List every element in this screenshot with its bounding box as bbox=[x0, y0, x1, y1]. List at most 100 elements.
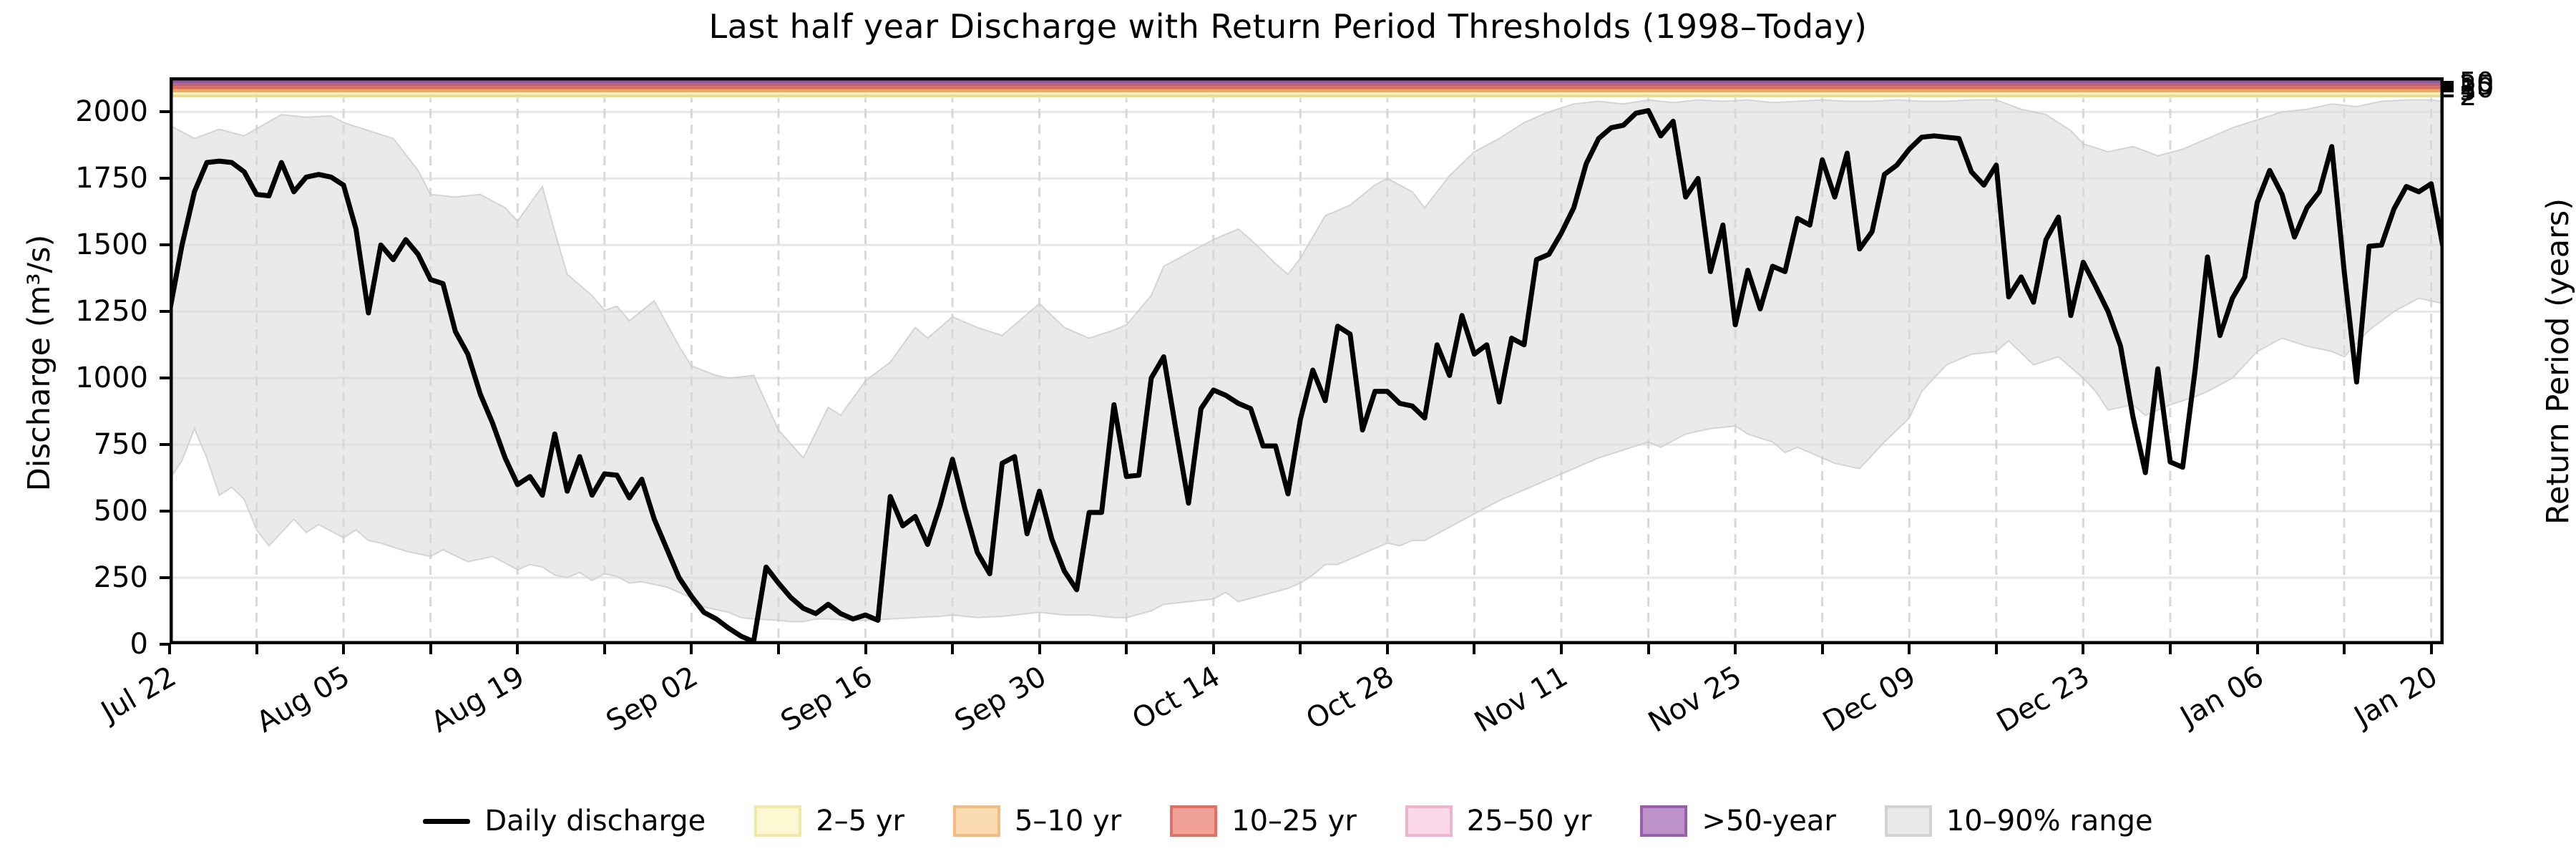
x-tick-mark bbox=[1560, 644, 1563, 654]
y-tick-label: 2000 bbox=[75, 95, 148, 129]
right-tick-mark bbox=[2444, 86, 2454, 89]
return-period-tick-label: 2 bbox=[2459, 80, 2477, 112]
threshold-band-25-50-yr bbox=[170, 82, 2444, 85]
y-tick-label: 750 bbox=[93, 428, 148, 462]
discharge-chart-svg bbox=[170, 77, 2444, 644]
x-tick-mark bbox=[342, 644, 346, 654]
x-tick-mark bbox=[776, 644, 780, 654]
page-title: Last half year Discharge with Return Per… bbox=[708, 7, 1868, 46]
legend-item-5-10yr: 5–10 yr bbox=[952, 805, 1122, 838]
y-tick-label: 1250 bbox=[75, 295, 148, 329]
x-tick-label: Sep 30 bbox=[949, 660, 1052, 739]
y-tick-mark bbox=[160, 643, 170, 646]
x-tick-mark bbox=[602, 644, 606, 654]
legend-item-gt50yr: >50-year bbox=[1640, 805, 1836, 838]
x-tick-label: Jul 22 bbox=[96, 660, 182, 729]
legend-label: Daily discharge bbox=[484, 805, 706, 838]
x-tick-mark bbox=[1646, 644, 1650, 654]
legend-label: 5–10 yr bbox=[1014, 805, 1122, 838]
right-tick-mark bbox=[2444, 94, 2454, 98]
plot-area bbox=[170, 77, 2444, 644]
x-tick-mark bbox=[1211, 644, 1215, 654]
legend-label: 25–50 yr bbox=[1466, 805, 1592, 838]
legend-label: 10–25 yr bbox=[1231, 805, 1357, 838]
x-tick-label: Oct 14 bbox=[1126, 660, 1226, 737]
x-tick-label: Jan 20 bbox=[2349, 660, 2444, 734]
x-tick-label: Aug 19 bbox=[425, 660, 530, 739]
legend: Daily discharge 2–5 yr 5–10 yr 10–25 yr … bbox=[0, 796, 2576, 846]
y-tick-label: 1500 bbox=[75, 228, 148, 262]
x-tick-mark bbox=[2255, 644, 2259, 654]
x-tick-label: Aug 05 bbox=[251, 660, 356, 739]
percentile-band-10-90 bbox=[170, 99, 2444, 623]
x-tick-mark bbox=[1125, 644, 1128, 654]
legend-label: 10–90% range bbox=[1946, 805, 2153, 838]
x-tick-mark bbox=[1038, 644, 1041, 654]
y-tick-label: 1000 bbox=[75, 361, 148, 395]
x-tick-label: Sep 02 bbox=[600, 660, 704, 739]
x-tick-label: Dec 09 bbox=[1818, 660, 1922, 739]
legend-label: >50-year bbox=[1702, 805, 1836, 838]
x-tick-mark bbox=[2168, 644, 2172, 654]
y-tick-label: 0 bbox=[130, 628, 148, 661]
x-tick-label: Jan 06 bbox=[2175, 660, 2270, 734]
x-tick-mark bbox=[2429, 644, 2433, 654]
y-tick-mark bbox=[160, 510, 170, 513]
x-tick-mark bbox=[255, 644, 258, 654]
y-tick-mark bbox=[160, 310, 170, 314]
x-tick-mark bbox=[429, 644, 432, 654]
discharge-line bbox=[170, 108, 2444, 644]
y-tick-mark bbox=[160, 377, 170, 380]
x-tick-mark bbox=[1994, 644, 1998, 654]
x-tick-mark bbox=[2082, 644, 2085, 654]
band-swatch-25-50yr bbox=[1405, 805, 1453, 837]
y-tick-mark bbox=[160, 576, 170, 580]
plot-border bbox=[170, 77, 2444, 644]
legend-item-10-25yr: 10–25 yr bbox=[1170, 805, 1357, 838]
right-tick-mark bbox=[2444, 80, 2454, 84]
legend-item-25-50yr: 25–50 yr bbox=[1405, 805, 1592, 838]
x-tick-mark bbox=[516, 644, 519, 654]
x-tick-mark bbox=[864, 644, 867, 654]
x-tick-mark bbox=[168, 644, 171, 654]
y-tick-mark bbox=[160, 243, 170, 247]
y-tick-label: 250 bbox=[93, 561, 148, 595]
x-tick-mark bbox=[690, 644, 693, 654]
x-tick-mark bbox=[1473, 644, 1476, 654]
return-period-tick-label: 50 bbox=[2459, 66, 2494, 98]
right-axis-label: Return Period (years) bbox=[2540, 198, 2576, 525]
y-tick-label: 500 bbox=[93, 495, 148, 528]
x-tick-mark bbox=[1820, 644, 1824, 654]
x-tick-mark bbox=[1385, 644, 1389, 654]
x-tick-mark bbox=[1734, 644, 1737, 654]
legend-item-daily-discharge: Daily discharge bbox=[423, 805, 706, 838]
threshold-band-10-25-yr bbox=[170, 84, 2444, 88]
band-swatch-10-25yr bbox=[1170, 805, 1218, 837]
y-tick-mark bbox=[160, 177, 170, 180]
x-tick-label: Sep 16 bbox=[775, 660, 878, 739]
y-tick-mark bbox=[160, 110, 170, 114]
band-swatch-gt50yr bbox=[1640, 805, 1688, 837]
x-tick-mark bbox=[951, 644, 955, 654]
y-tick-mark bbox=[160, 443, 170, 447]
x-tick-label: Nov 11 bbox=[1469, 660, 1574, 739]
x-tick-mark bbox=[1299, 644, 1302, 654]
band-swatch-2-5yr bbox=[754, 805, 802, 837]
return-period-tick-label: 25 bbox=[2459, 69, 2494, 101]
daily-discharge-line-swatch bbox=[423, 818, 471, 824]
right-tick-mark bbox=[2444, 89, 2454, 92]
legend-item-2-5yr: 2–5 yr bbox=[754, 805, 904, 838]
threshold-band-5-10-yr bbox=[170, 87, 2444, 91]
right-tick-mark bbox=[2444, 83, 2454, 87]
y-tick-label: 1750 bbox=[75, 162, 148, 195]
x-tick-mark bbox=[2343, 644, 2346, 654]
x-tick-mark bbox=[1908, 644, 1911, 654]
band-swatch-10-90-range bbox=[1884, 805, 1932, 837]
x-tick-label: Dec 23 bbox=[1991, 660, 2096, 739]
legend-item-10-90-range: 10–90% range bbox=[1884, 805, 2153, 838]
return-period-tick-label: 10 bbox=[2459, 72, 2494, 104]
band-swatch-5-10yr bbox=[952, 805, 1000, 837]
x-tick-label: Nov 25 bbox=[1643, 660, 1748, 739]
legend-label: 2–5 yr bbox=[816, 805, 904, 838]
return-period-tick-label: 5 bbox=[2459, 74, 2477, 107]
